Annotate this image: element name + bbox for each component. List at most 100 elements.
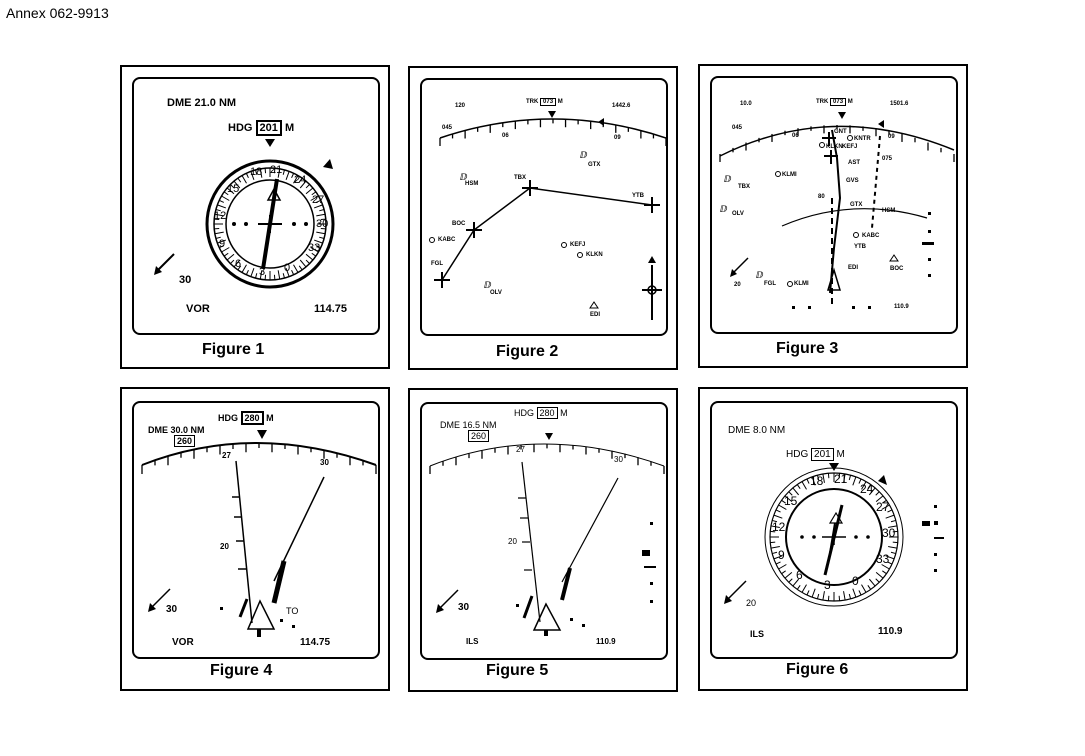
- course-box: 260: [468, 430, 490, 442]
- waypoint-boc: BOC: [452, 221, 466, 227]
- scale-label-30: 30: [320, 458, 329, 467]
- compass-label-15: 15: [227, 183, 240, 195]
- compass-label-24: 24: [860, 482, 874, 496]
- dme-readout: DME 21.0 NM: [167, 97, 237, 109]
- waypoint-gnt: GNT: [834, 129, 847, 135]
- figure-6-graphics: [724, 463, 944, 607]
- compass-label-9: 9: [219, 238, 226, 250]
- nav-source: ILS: [750, 629, 765, 639]
- waypoint-hsm: HSM: [882, 208, 896, 214]
- trk-readout: TRK 073 M: [526, 98, 563, 106]
- nav-source: VOR: [172, 637, 194, 648]
- waypoint-kabc: KABC: [862, 233, 880, 239]
- waypoint-edi: EDI: [590, 312, 601, 318]
- hdg-label-text: HDG: [514, 408, 534, 418]
- trk-label: TRK: [816, 99, 829, 105]
- svg-text:ⅅ: ⅅ: [720, 205, 727, 215]
- figure-4-graphics: [141, 430, 377, 637]
- nav-frequency: 114.75: [314, 303, 348, 315]
- figure-4-caption: Figure 4: [210, 662, 273, 679]
- figure-5-caption: Figure 5: [486, 662, 549, 679]
- waypoint-klkn: KLKN: [586, 252, 603, 258]
- figure-5-panel: DME 16.5 NM HDG 280 M 260 27 30 20 30 IL…: [408, 388, 678, 692]
- waypoint-kntr: KNTR: [854, 136, 871, 142]
- figure-3-display: ⅅ ⅅ ⅅ 10.0 TRK 073 M 1501.6 045 06 09 07…: [710, 76, 958, 334]
- compass-label-3: 3: [259, 266, 266, 278]
- left-top-value: 10.0: [740, 101, 752, 107]
- waypoint-olv: OLV: [490, 290, 502, 296]
- compass-label-12: 12: [214, 210, 227, 222]
- wind-value: 20: [734, 282, 741, 288]
- waypoint-kefj: KEFJ: [842, 144, 858, 150]
- figure-6-compass-ticks: [770, 473, 898, 601]
- waypoint-edi: EDI: [848, 265, 859, 271]
- compass-label-30: 30: [316, 218, 329, 230]
- svg-text:ⅅ: ⅅ: [724, 175, 731, 185]
- compass-label-0: 0: [852, 574, 859, 588]
- hdg-value-box: 280: [536, 407, 558, 419]
- figure-3-graphics: ⅅ ⅅ ⅅ: [719, 112, 955, 309]
- hdg-label-text: HDG: [786, 449, 809, 460]
- svg-text:ⅅ: ⅅ: [756, 271, 763, 281]
- compass-label-33: 33: [308, 242, 321, 254]
- waypoint-olv: OLV: [732, 211, 744, 217]
- scale-label-045: 045: [442, 125, 453, 131]
- figure-3-arc-ticks: [719, 125, 955, 162]
- waypoint-hsm: HSM: [465, 181, 479, 187]
- range-mark: 20: [220, 542, 229, 551]
- figure-3-panel: ⅅ ⅅ ⅅ 10.0 TRK 073 M 1501.6 045 06 09 07…: [698, 64, 968, 368]
- course-value: 260: [468, 430, 490, 442]
- range-mark: 20: [508, 537, 517, 546]
- hdg-value-box: 280: [240, 411, 264, 425]
- hdg-label-text: HDG: [228, 122, 253, 134]
- figure-1-caption: Figure 1: [202, 341, 265, 358]
- svg-text:ⅅ: ⅅ: [580, 151, 587, 161]
- hdg-label-text: HDG: [218, 413, 238, 423]
- compass-label-30: 30: [882, 526, 896, 540]
- figure-2-panel: ⅅ ⅅ ⅅ 120 TRK 073 M 1442.6 045 06 09 HSM…: [408, 66, 678, 370]
- compass-label-21: 21: [834, 472, 848, 486]
- scale-label-045: 045: [732, 125, 743, 131]
- scale-label-09: 09: [614, 135, 621, 141]
- dme-readout: DME 16.5 NM: [440, 420, 497, 430]
- nav-frequency: 110.9: [596, 637, 616, 646]
- nav-frequency: 110.9: [894, 304, 909, 310]
- trk-value-box: 073: [540, 98, 557, 106]
- compass-label-15: 15: [784, 494, 798, 508]
- hdg-label: HDG 201 M: [786, 448, 845, 461]
- nav-source: VOR: [186, 303, 210, 315]
- figure-5-arc-ticks: [429, 444, 665, 474]
- compass-label-6: 6: [235, 258, 242, 270]
- hdg-label: HDG 201 M: [228, 120, 295, 136]
- hdg-unit: M: [284, 122, 295, 134]
- svg-text:ⅅ: ⅅ: [484, 281, 491, 291]
- scale-label-075: 075: [882, 156, 893, 162]
- compass-label-18: 18: [810, 474, 824, 488]
- dme-readout: DME 8.0 NM: [728, 425, 786, 436]
- wind-value: 30: [166, 604, 178, 615]
- compass-label-12: 12: [772, 520, 786, 534]
- figure-1-panel: DME 21.0 NM HDG 201 M 18 21 24 27 30 33 …: [120, 65, 390, 369]
- hdg-label: HDG 280 M: [514, 407, 568, 419]
- scale-label-09: 09: [888, 134, 895, 140]
- compass-label-21: 21: [270, 164, 283, 176]
- figure-4-panel: DME 30.0 NM HDG 280 M 260 27 30 20 30 TO…: [120, 387, 390, 691]
- waypoint-fgl: FGL: [764, 281, 776, 287]
- right-top-value: 1442.6: [612, 103, 631, 109]
- compass-label-9: 9: [778, 548, 785, 562]
- figure-6-panel: DME 8.0 NM HDG 201 M 18 21 24 27 30 33 0…: [698, 387, 968, 691]
- course-box: 260: [174, 435, 196, 447]
- hdg-unit: M: [836, 449, 845, 460]
- hdg-label: HDG 280 M: [218, 411, 274, 425]
- wind-value: 30: [179, 274, 192, 286]
- waypoint-ytb: YTB: [632, 193, 644, 199]
- left-top-value: 120: [455, 103, 466, 109]
- compass-label-27: 27: [876, 500, 890, 514]
- waypoint-klmi-2: KLMI: [794, 281, 809, 287]
- scale-label-06: 06: [792, 133, 799, 139]
- nav-frequency: 110.9: [878, 626, 903, 637]
- compass-label-24: 24: [294, 174, 307, 186]
- waypoint-ast: AST: [848, 160, 860, 166]
- wind-value: 20: [746, 598, 757, 608]
- arc-range-label: 80: [818, 194, 825, 200]
